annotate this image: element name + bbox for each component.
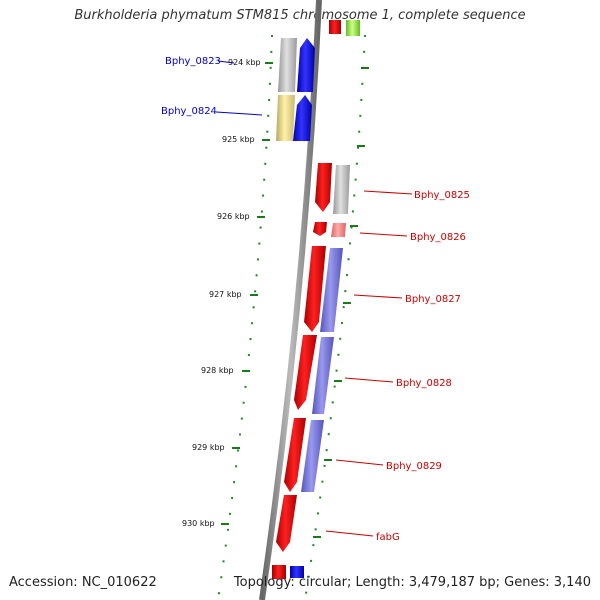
gene-label-bphy-0828[interactable]: Bphy_0828 bbox=[396, 378, 452, 389]
leader-bphy-0829 bbox=[335, 459, 384, 466]
gene-bphy-0824-blue[interactable] bbox=[293, 95, 312, 141]
tick-label-928: 928 kbp bbox=[201, 366, 234, 375]
gene-label-bphy-0823[interactable]: Bphy_0823 bbox=[165, 56, 221, 67]
gene-label-bphy-0826[interactable]: Bphy_0826 bbox=[410, 232, 466, 243]
gene-bphy-0826-red[interactable] bbox=[313, 222, 327, 236]
tick-label-926: 926 kbp bbox=[217, 212, 250, 221]
right-ticks bbox=[313, 67, 369, 538]
tick-label-929: 929 kbp bbox=[192, 443, 225, 452]
bottom-partial-gene-red[interactable] bbox=[272, 565, 286, 579]
gene-bphy-0825-red[interactable] bbox=[315, 163, 332, 212]
tick-label-924: 924 kbp bbox=[228, 58, 261, 67]
outer-left-dotted-track bbox=[217, 34, 273, 600]
gene-bphy-0823-gray[interactable] bbox=[278, 38, 297, 92]
gene-label-bphy-0829[interactable]: Bphy_0829 bbox=[386, 461, 442, 472]
leader-bphy-0825 bbox=[363, 190, 413, 195]
gene-bphy-0825-gray[interactable] bbox=[333, 165, 350, 214]
gene-bphy-0827-purple[interactable] bbox=[320, 248, 343, 332]
gene-bphy-0824-yellow[interactable] bbox=[276, 95, 295, 141]
gene-bphy-0827-red[interactable] bbox=[304, 246, 326, 332]
gene-bphy-0828-red[interactable] bbox=[294, 335, 317, 410]
gene-label-fabg[interactable]: fabG bbox=[376, 532, 400, 543]
tick-label-927: 927 kbp bbox=[209, 290, 242, 299]
leader-fabg bbox=[325, 530, 374, 537]
gene-label-bphy-0825[interactable]: Bphy_0825 bbox=[414, 190, 470, 201]
top-partial-gene-green[interactable] bbox=[346, 20, 360, 36]
bottom-partial-gene-blue[interactable] bbox=[290, 566, 304, 578]
gene-bphy-0829-red[interactable] bbox=[284, 418, 306, 492]
gene-bphy-0828-purple[interactable] bbox=[312, 337, 334, 414]
gene-bphy-0823-blue[interactable] bbox=[297, 38, 315, 92]
tick-label-930: 930 kbp bbox=[182, 519, 215, 528]
chromosome-backbone bbox=[259, 0, 322, 600]
leader-bphy-0826 bbox=[359, 232, 408, 237]
leader-bphy-0827 bbox=[353, 294, 403, 299]
gene-label-bphy-0824[interactable]: Bphy_0824 bbox=[161, 106, 217, 117]
gene-fabg-red[interactable] bbox=[276, 495, 297, 552]
leader-bphy-0824 bbox=[215, 111, 263, 116]
leader-bphy-0828 bbox=[344, 377, 394, 383]
gene-label-bphy-0827[interactable]: Bphy_0827 bbox=[405, 294, 461, 305]
tick-label-925: 925 kbp bbox=[222, 135, 255, 144]
gene-bphy-0826-pink[interactable] bbox=[331, 223, 346, 237]
accession-text: Accession: NC_010622 bbox=[9, 575, 157, 590]
gene-bphy-0829-purple[interactable] bbox=[301, 420, 324, 492]
topology-text: Topology: circular; Length: 3,479,187 bp… bbox=[233, 575, 591, 590]
leader-bphy-0823 bbox=[217, 60, 235, 64]
top-partial-gene-red[interactable] bbox=[329, 20, 341, 34]
map-title: Burkholderia phymatum STM815 chromosome … bbox=[74, 8, 526, 23]
